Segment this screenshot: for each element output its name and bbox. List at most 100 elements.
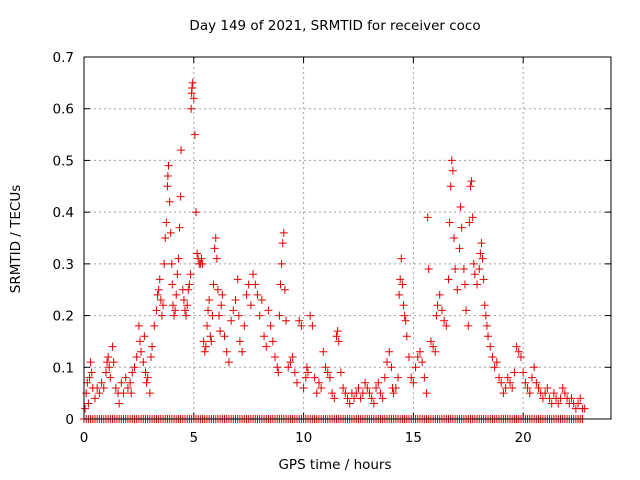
- data-point: [543, 383, 552, 392]
- data-point: [268, 337, 277, 346]
- data-point: [156, 296, 165, 305]
- data-point: [442, 321, 451, 330]
- data-point: [137, 347, 146, 356]
- data-point: [505, 378, 514, 387]
- data-point: [367, 394, 376, 403]
- data-point: [321, 363, 330, 372]
- data-point: [240, 321, 249, 330]
- data-point: [175, 223, 184, 232]
- data-point: [464, 321, 473, 330]
- data-point: [339, 383, 348, 392]
- data-point: [431, 347, 440, 356]
- data-point: [81, 404, 90, 413]
- data-point: [83, 378, 92, 387]
- data-point: [380, 373, 389, 382]
- data-point: [170, 311, 179, 320]
- data-point: [422, 389, 431, 398]
- y-tick-label: 0.1: [53, 360, 74, 376]
- data-point: [499, 389, 508, 398]
- data-point: [477, 239, 486, 248]
- data-point: [433, 301, 442, 310]
- data-point: [484, 332, 493, 341]
- data-point: [328, 389, 337, 398]
- data-point: [135, 337, 144, 346]
- data-point: [407, 373, 416, 382]
- data-point: [396, 275, 405, 284]
- data-point: [302, 363, 311, 372]
- data-point: [126, 378, 135, 387]
- data-point: [532, 378, 541, 387]
- data-point: [437, 306, 446, 315]
- data-point: [429, 342, 438, 351]
- data-point: [213, 285, 222, 294]
- data-point: [184, 285, 193, 294]
- data-point: [153, 290, 162, 299]
- x-tick-label: 20: [515, 430, 532, 446]
- data-point: [262, 342, 271, 351]
- data-point: [183, 301, 192, 310]
- data-point: [387, 363, 396, 372]
- data-point: [299, 383, 308, 392]
- data-point: [108, 342, 117, 351]
- data-point: [164, 161, 173, 170]
- data-point: [470, 270, 479, 279]
- data-point: [188, 84, 197, 93]
- x-tick-label: 5: [189, 430, 198, 446]
- data-point: [109, 358, 118, 367]
- data-point: [95, 389, 104, 398]
- y-tick-label: 0.2: [53, 309, 74, 325]
- data-point: [205, 296, 214, 305]
- data-point: [210, 244, 219, 253]
- data-point: [174, 254, 183, 263]
- data-point: [372, 383, 381, 392]
- y-tick-label: 0.3: [53, 257, 74, 273]
- data-point: [303, 368, 312, 377]
- data-point: [111, 383, 120, 392]
- data-point: [453, 285, 462, 294]
- data-point: [159, 301, 168, 310]
- data-point: [336, 368, 345, 377]
- data-point: [199, 337, 208, 346]
- data-point: [411, 363, 420, 372]
- data-point: [187, 104, 196, 113]
- plot-frame: [83, 56, 612, 420]
- data-point: [399, 301, 408, 310]
- data-point: [123, 383, 132, 392]
- data-point: [246, 301, 255, 310]
- data-point: [134, 321, 143, 330]
- data-point: [222, 347, 231, 356]
- data-point: [519, 368, 528, 377]
- data-point: [413, 352, 422, 361]
- data-point: [479, 275, 488, 284]
- data-point: [251, 280, 260, 289]
- data-point: [181, 306, 190, 315]
- data-point: [284, 363, 293, 372]
- data-point: [445, 218, 454, 227]
- data-point: [319, 347, 328, 356]
- data-point: [274, 368, 283, 377]
- data-point: [469, 259, 478, 268]
- data-point: [212, 254, 221, 263]
- data-point: [286, 358, 295, 367]
- data-point: [415, 347, 424, 356]
- data-point: [249, 270, 258, 279]
- data-point: [139, 358, 148, 367]
- data-point: [216, 327, 225, 336]
- data-point: [365, 389, 374, 398]
- data-point: [143, 373, 152, 382]
- data-point: [275, 311, 284, 320]
- data-point: [190, 130, 199, 139]
- data-point: [288, 352, 297, 361]
- data-point: [146, 352, 155, 361]
- data-point: [446, 182, 455, 191]
- data-point: [209, 280, 218, 289]
- data-point: [374, 378, 383, 387]
- data-point: [215, 311, 224, 320]
- data-point: [282, 316, 291, 325]
- data-point: [105, 363, 114, 372]
- y-tick-label: 0: [65, 412, 74, 428]
- data-point: [185, 280, 194, 289]
- data-point: [160, 259, 169, 268]
- data-point: [525, 389, 534, 398]
- x-tick-label: 0: [80, 430, 89, 446]
